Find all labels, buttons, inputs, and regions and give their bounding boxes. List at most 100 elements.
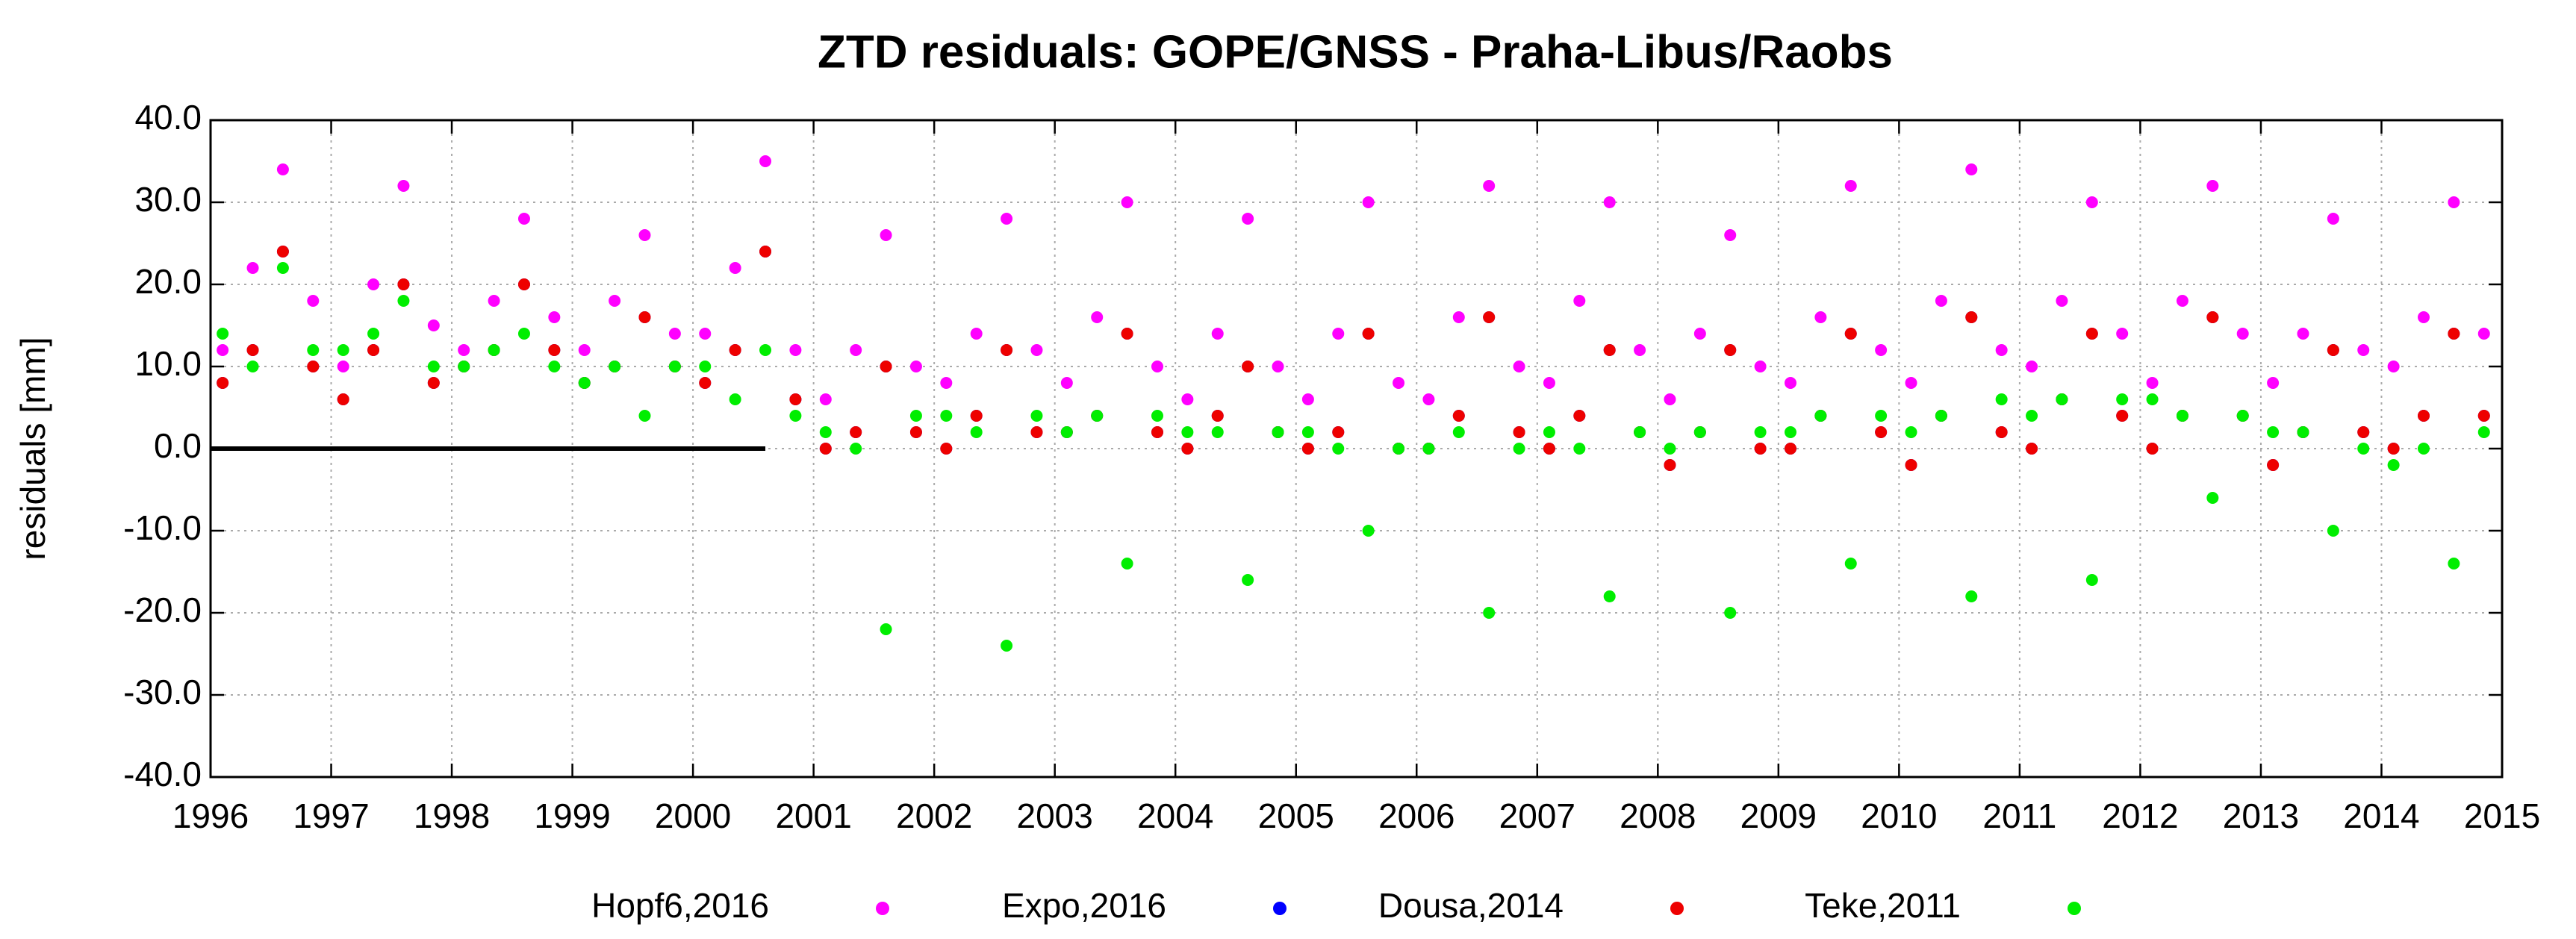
data-point xyxy=(1393,443,1405,455)
data-point xyxy=(307,344,320,356)
data-point xyxy=(1724,344,1737,356)
data-point xyxy=(1875,344,1888,356)
data-point xyxy=(367,278,380,290)
data-point xyxy=(940,443,953,455)
legend-marker xyxy=(876,902,889,915)
data-point xyxy=(427,319,440,331)
data-point xyxy=(458,344,470,356)
x-tick-label: 1999 xyxy=(534,796,610,835)
data-point xyxy=(759,246,772,258)
data-point xyxy=(548,361,561,372)
legend-marker xyxy=(1670,902,1684,915)
data-point xyxy=(970,328,983,340)
data-point xyxy=(1121,328,1133,340)
data-point xyxy=(729,344,741,356)
data-point xyxy=(1483,180,1496,192)
data-point xyxy=(1121,196,1133,208)
data-point xyxy=(217,377,229,389)
x-tick-label: 2011 xyxy=(1982,796,2056,835)
data-point xyxy=(1784,443,1796,455)
data-point xyxy=(1664,443,1676,455)
data-point xyxy=(1965,590,1978,602)
data-point xyxy=(1513,426,1525,438)
x-tick-label: 2001 xyxy=(775,796,851,835)
y-tick-label: 30.0 xyxy=(134,180,202,219)
data-point xyxy=(427,361,440,372)
data-point xyxy=(1030,426,1043,438)
data-point xyxy=(2387,443,2400,455)
legend-label: Hopf6,2016 xyxy=(591,886,769,925)
data-point xyxy=(276,262,289,274)
data-point xyxy=(367,344,380,356)
data-point xyxy=(609,361,621,372)
data-point xyxy=(1784,426,1796,438)
data-point xyxy=(2116,328,2129,340)
data-point xyxy=(2357,344,2370,356)
y-tick-label: -20.0 xyxy=(123,590,202,629)
data-point xyxy=(1422,393,1435,405)
data-point xyxy=(1543,426,1555,438)
data-point xyxy=(2357,426,2370,438)
data-point xyxy=(2116,410,2129,422)
data-point xyxy=(2085,196,2098,208)
x-tick-label: 2006 xyxy=(1378,796,1455,835)
legend-marker xyxy=(2068,902,2081,915)
data-point xyxy=(1362,328,1375,340)
data-point xyxy=(1121,558,1133,570)
data-point xyxy=(1844,328,1857,340)
data-point xyxy=(2418,311,2430,323)
legend-marker xyxy=(1273,902,1287,915)
data-point xyxy=(1664,393,1676,405)
data-point xyxy=(970,410,983,422)
x-tick-label: 2002 xyxy=(896,796,972,835)
data-point xyxy=(2357,443,2370,455)
data-point xyxy=(1693,328,1706,340)
data-point xyxy=(2477,426,2490,438)
data-point xyxy=(2026,410,2038,422)
data-point xyxy=(1995,426,2008,438)
data-point xyxy=(699,377,712,389)
data-point xyxy=(1362,196,1375,208)
data-point xyxy=(729,262,741,274)
data-point xyxy=(548,311,561,323)
data-point xyxy=(638,410,651,422)
data-point xyxy=(578,344,591,356)
data-point xyxy=(337,344,349,356)
data-point xyxy=(1905,459,1917,471)
data-point xyxy=(1030,344,1043,356)
data-point xyxy=(1603,590,1616,602)
data-point xyxy=(1965,163,1978,175)
x-tick-label: 2010 xyxy=(1861,796,1937,835)
data-point xyxy=(307,361,320,372)
data-point xyxy=(1724,229,1737,241)
data-point xyxy=(1301,443,1314,455)
data-point xyxy=(1543,443,1555,455)
data-point xyxy=(940,410,953,422)
data-point xyxy=(2267,426,2280,438)
x-tick-label: 2015 xyxy=(2464,796,2540,835)
x-tick-label: 2004 xyxy=(1137,796,1213,835)
data-point xyxy=(2206,492,2219,504)
data-point xyxy=(1875,410,1888,422)
x-tick-label: 1997 xyxy=(293,796,369,835)
data-point xyxy=(1814,410,1827,422)
data-point xyxy=(1001,344,1013,356)
data-point xyxy=(1151,410,1163,422)
data-point xyxy=(337,361,349,372)
data-point xyxy=(1784,377,1796,389)
data-point xyxy=(1030,410,1043,422)
data-point xyxy=(1181,393,1194,405)
data-point xyxy=(2236,410,2249,422)
data-point xyxy=(2056,295,2068,307)
x-tick-label: 2007 xyxy=(1499,796,1575,835)
data-point xyxy=(880,623,892,635)
data-point xyxy=(1211,328,1224,340)
data-point xyxy=(2387,459,2400,471)
data-point xyxy=(1181,443,1194,455)
data-point xyxy=(1060,377,1073,389)
data-point xyxy=(276,163,289,175)
data-point xyxy=(1603,344,1616,356)
data-point xyxy=(1634,344,1646,356)
y-tick-label: -10.0 xyxy=(123,508,202,547)
data-point xyxy=(909,361,922,372)
